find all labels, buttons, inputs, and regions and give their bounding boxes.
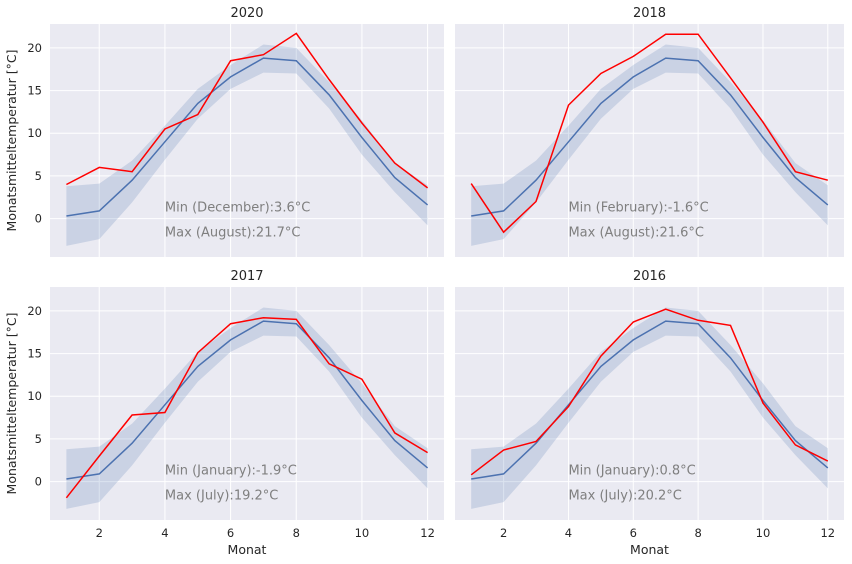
x-tick-label: 10	[355, 526, 370, 540]
min-annotation: Min (January):0.8°C	[568, 464, 695, 479]
x-axis-label: Monat	[630, 542, 669, 557]
subplot-2018: 2018 Min (February):-1.6°C Max (August):…	[455, 6, 844, 257]
year-line	[470, 308, 829, 476]
x-tick-label: 12	[420, 526, 435, 540]
subplot-2016: 2016 Monat Min (January):0.8°C Max (July…	[455, 269, 844, 557]
subplot-2020: 2020 Monatsmitteltemperatur [°C] Min (De…	[4, 6, 444, 257]
y-tick-label: 0	[35, 475, 42, 489]
y-axis-label: Monatsmitteltemperatur [°C]	[4, 313, 19, 495]
max-annotation: Max (July):20.2°C	[568, 488, 681, 503]
subplot-title: 2016	[633, 269, 666, 284]
x-tick-label: 4	[565, 526, 572, 540]
confidence-band	[66, 307, 428, 509]
confidence-band	[471, 307, 828, 509]
y-tick-label: 15	[27, 84, 42, 98]
x-tick-label: 6	[227, 526, 234, 540]
x-tick-label: 12	[820, 526, 835, 540]
x-tick-label: 10	[756, 526, 771, 540]
mean-line	[471, 320, 829, 480]
mean-line	[66, 320, 429, 480]
y-tick-label: 10	[27, 389, 42, 403]
mean-line	[66, 57, 429, 217]
y-tick-label: 5	[35, 432, 42, 446]
max-annotation: Max (July):19.2°C	[165, 488, 278, 503]
max-annotation: Max (August):21.6°C	[568, 225, 704, 240]
x-tick-label: 6	[630, 526, 637, 540]
y-tick-label: 5	[35, 169, 42, 183]
min-annotation: Min (January):-1.9°C	[165, 464, 297, 479]
y-tick-label: 10	[27, 126, 42, 140]
mean-line	[471, 57, 829, 217]
y-tick-label: 20	[27, 304, 42, 318]
x-tick-label: 8	[694, 526, 701, 540]
year-line	[66, 32, 429, 189]
confidence-band	[471, 44, 828, 246]
y-tick-label: 0	[35, 212, 42, 226]
x-tick-label: 2	[96, 526, 103, 540]
min-annotation: Min (December):3.6°C	[165, 201, 310, 216]
x-tick-label: 4	[161, 526, 168, 540]
x-tick-label: 8	[293, 526, 300, 540]
year-line	[65, 316, 428, 499]
x-tick-label: 2	[500, 526, 507, 540]
y-tick-label: 15	[27, 347, 42, 361]
subplot-2017: 2017 Monatsmitteltemperatur [°C] Monat M…	[4, 269, 444, 557]
subplot-title: 2020	[230, 6, 263, 21]
year-line	[470, 33, 828, 234]
min-annotation: Min (February):-1.6°C	[568, 201, 708, 216]
subplot-title: 2017	[230, 269, 263, 284]
confidence-band	[66, 44, 428, 246]
y-axis-label: Monatsmitteltemperatur [°C]	[4, 50, 19, 232]
x-axis-label: Monat	[228, 542, 267, 557]
max-annotation: Max (August):21.7°C	[165, 225, 301, 240]
y-tick-label: 20	[27, 41, 42, 55]
subplot-title: 2018	[633, 6, 666, 21]
